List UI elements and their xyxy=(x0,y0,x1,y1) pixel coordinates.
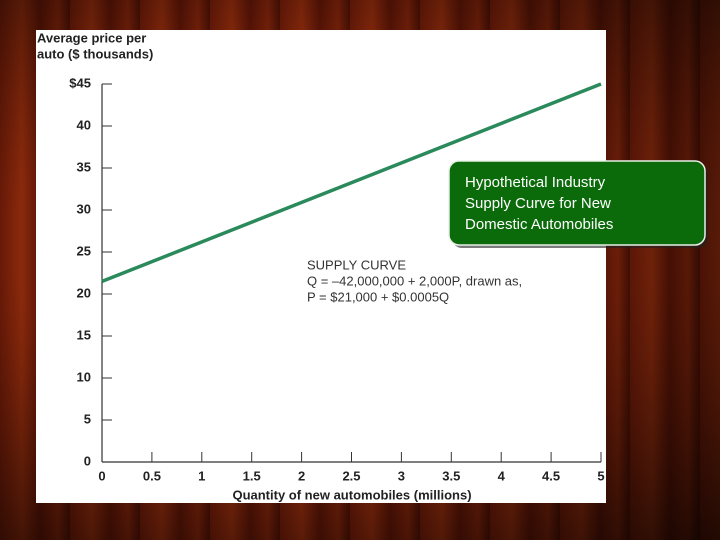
callout-box xyxy=(448,160,706,246)
callout-text: Supply Curve for New xyxy=(465,195,611,212)
x-tick-label: 1.5 xyxy=(243,468,261,483)
y-tick-label: 0 xyxy=(84,453,91,468)
x-tick-label: 1 xyxy=(198,468,205,483)
x-tick-label: 3 xyxy=(398,468,405,483)
annotation: P = $21,000 + $0.0005Q xyxy=(307,289,449,304)
y-tick-label: 15 xyxy=(77,327,91,342)
annotation: SUPPLY CURVE xyxy=(307,257,406,272)
x-tick-label: 2 xyxy=(298,468,305,483)
y-tick-label: $45 xyxy=(69,75,91,90)
x-axis-title: Quantity of new automobiles (millions) xyxy=(232,487,471,502)
x-tick-label: 3.5 xyxy=(442,468,460,483)
y-axis-title: Average price per xyxy=(37,30,146,45)
x-tick-label: 5 xyxy=(597,468,604,483)
x-tick-label: 0 xyxy=(98,468,105,483)
x-tick-label: 4 xyxy=(498,468,506,483)
x-tick-label: 0.5 xyxy=(143,468,161,483)
y-tick-label: 35 xyxy=(77,159,91,174)
callout-text: Hypothetical Industry xyxy=(465,174,606,191)
y-tick-label: 20 xyxy=(77,285,91,300)
y-tick-label: 30 xyxy=(77,201,91,216)
callout-text: Domestic Automobiles xyxy=(465,216,613,233)
y-tick-label: 40 xyxy=(77,117,91,132)
chart-panel xyxy=(36,30,606,503)
annotation: Q = –42,000,000 + 2,000P, drawn as, xyxy=(307,273,522,288)
y-tick-label: 10 xyxy=(77,369,91,384)
x-tick-label: 4.5 xyxy=(542,468,560,483)
supply-line xyxy=(101,82,602,284)
y-tick-label: 5 xyxy=(84,411,91,426)
x-tick-label: 2.5 xyxy=(342,468,360,483)
y-tick-label: 25 xyxy=(77,243,91,258)
y-axis-title: auto ($ thousands) xyxy=(37,46,153,61)
